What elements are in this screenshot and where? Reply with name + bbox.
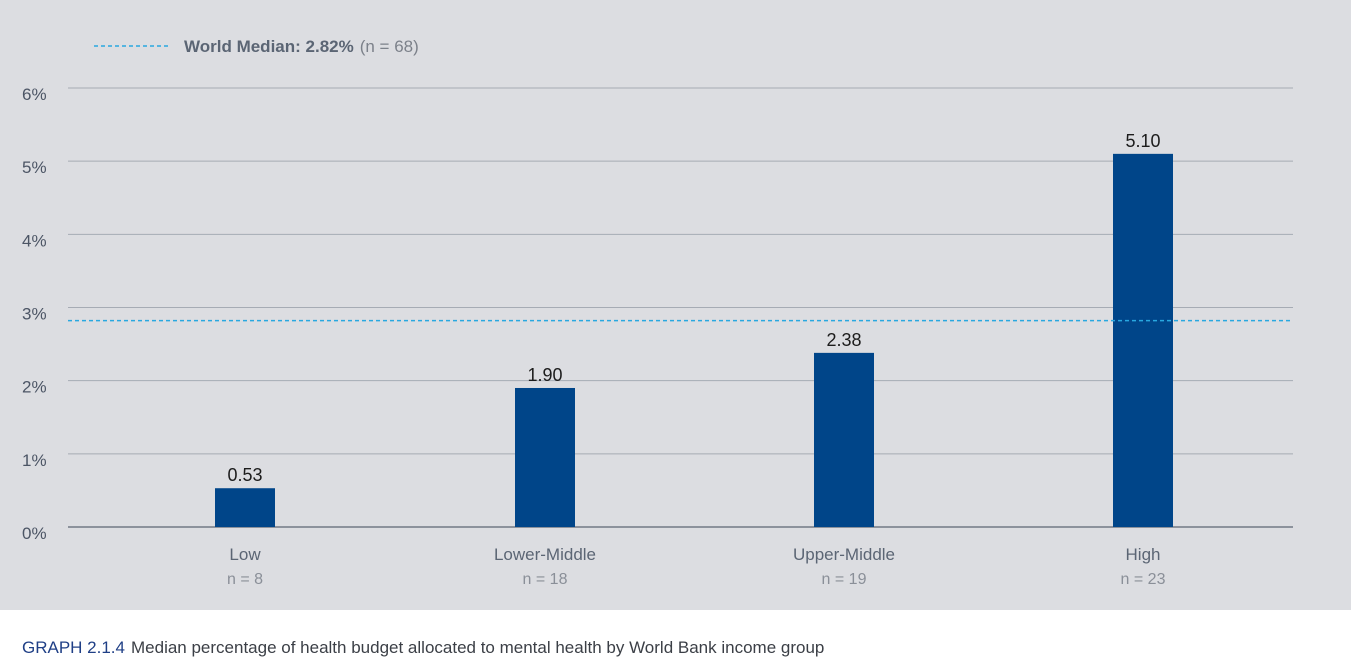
caption-text: Median percentage of health budget alloc…	[131, 638, 825, 657]
legend: World Median: 2.82% (n = 68)	[94, 37, 419, 56]
y-tick-label: 0%	[22, 524, 47, 543]
y-tick-label: 5%	[22, 158, 47, 177]
value-label: 0.53	[227, 465, 262, 485]
category-label: Lower-Middle	[494, 545, 596, 564]
value-label: 1.90	[527, 365, 562, 385]
legend-label-median: World Median: 2.82%	[184, 37, 354, 56]
category-labels: 0.53 Low n = 8 1.90 Lower-Middle n = 18 2.38 Up…	[227, 131, 1166, 588]
gridlines	[68, 87, 1293, 455]
category-label: Low	[229, 545, 261, 564]
bar	[215, 488, 275, 527]
y-tick-label: 6%	[22, 85, 47, 104]
chart-panel: 0% 1% 2% 3% 4% 5% 6% 0.53 Low n = 8 1.90 Lower-Mid…	[0, 0, 1351, 610]
y-tick-label: 2%	[22, 378, 47, 397]
figure-caption: GRAPH 2.1.4 Median percentage of health b…	[22, 638, 824, 658]
category-label: Upper-Middle	[793, 545, 895, 564]
y-tick-label: 3%	[22, 305, 47, 324]
bar	[814, 352, 874, 527]
category-n-label: n = 19	[822, 571, 867, 588]
y-tick-label: 4%	[22, 231, 47, 250]
category-n-label: n = 23	[1121, 571, 1166, 588]
category-label: High	[1126, 545, 1161, 564]
legend-label: World Median: 2.82% (n = 68)	[184, 37, 419, 56]
legend-label-n: (n = 68)	[360, 37, 419, 56]
bars	[215, 153, 1173, 527]
caption-id: GRAPH 2.1.4	[22, 638, 125, 657]
bar	[1113, 153, 1173, 527]
bar-chart: 0% 1% 2% 3% 4% 5% 6% 0.53 Low n = 8 1.90 Lower-Mid…	[22, 37, 1293, 588]
value-label: 5.10	[1125, 131, 1160, 151]
category-n-label: n = 18	[523, 571, 568, 588]
category-n-label: n = 8	[227, 571, 263, 588]
y-axis-ticks: 0% 1% 2% 3% 4% 5% 6%	[22, 85, 47, 543]
value-label: 2.38	[826, 330, 861, 350]
bar	[515, 387, 575, 527]
y-tick-label: 1%	[22, 451, 47, 470]
